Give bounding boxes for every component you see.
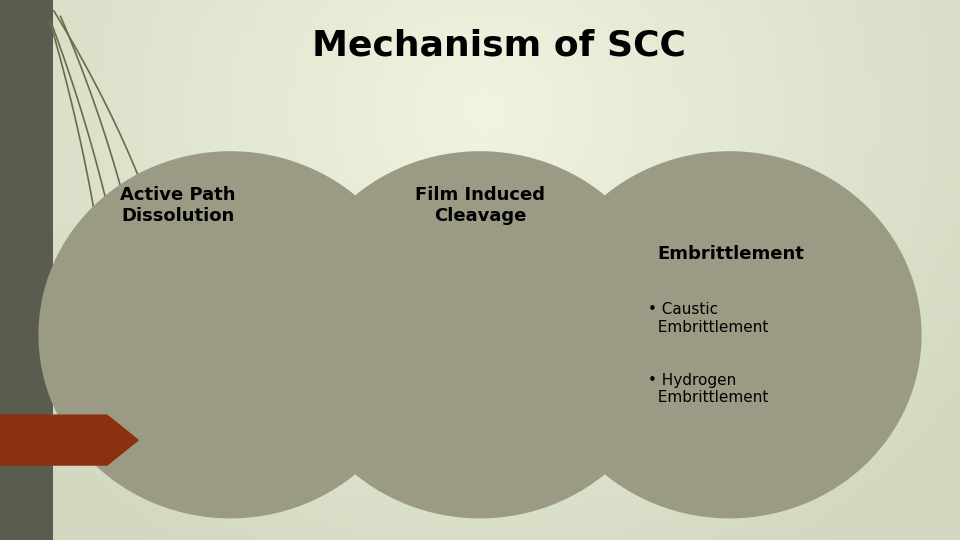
- Text: Active Path
Dissolution: Active Path Dissolution: [120, 186, 235, 225]
- Ellipse shape: [38, 151, 422, 518]
- Bar: [0, 0, 53, 540]
- Ellipse shape: [538, 151, 922, 518]
- Text: • Hydrogen
  Embrittlement: • Hydrogen Embrittlement: [648, 373, 768, 405]
- Text: Film Induced
Cleavage: Film Induced Cleavage: [415, 186, 545, 225]
- Text: • Caustic
  Embrittlement: • Caustic Embrittlement: [648, 302, 768, 335]
- Polygon shape: [0, 415, 139, 465]
- Ellipse shape: [288, 151, 672, 518]
- Text: Mechanism of SCC: Mechanism of SCC: [312, 29, 686, 63]
- Text: Embrittlement: Embrittlement: [658, 245, 804, 263]
